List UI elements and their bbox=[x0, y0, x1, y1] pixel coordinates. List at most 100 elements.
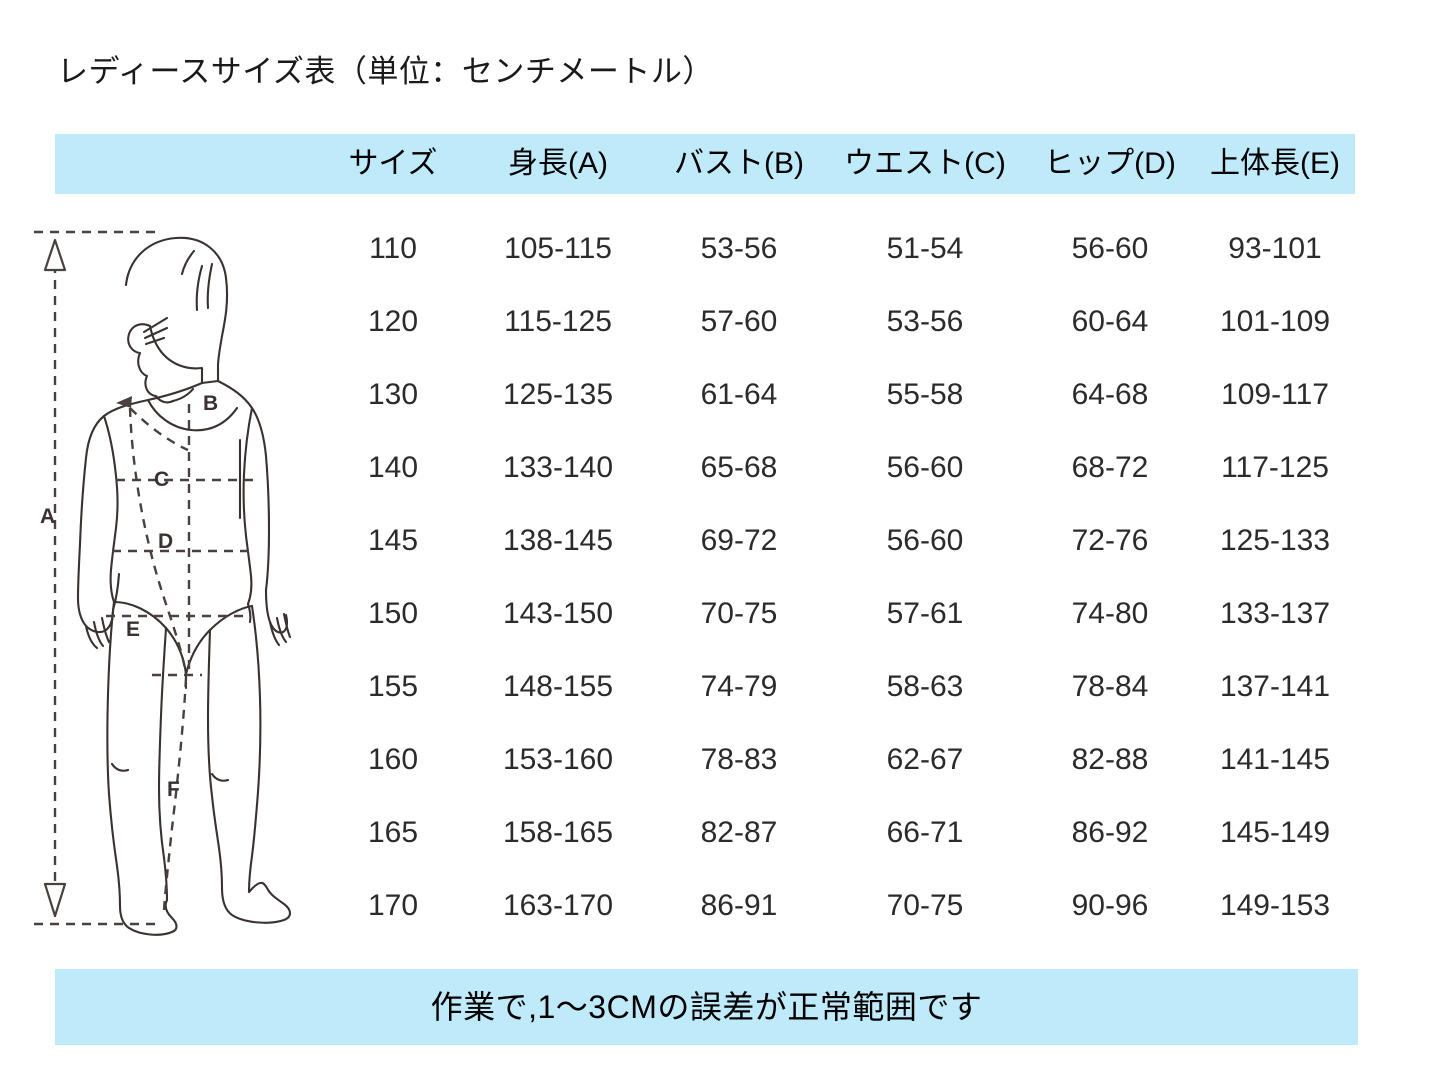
column-header-torso: 上体長(E) bbox=[1210, 147, 1340, 180]
cell-height: 133-140 bbox=[502, 450, 614, 484]
cell-torso: 145-149 bbox=[1219, 815, 1331, 849]
table-header-band bbox=[55, 134, 1355, 194]
cell-torso: 109-117 bbox=[1221, 377, 1329, 411]
table-row: 170 163-170 86-91 70-75 90-96 149-153 bbox=[55, 869, 1355, 942]
cell-size: 120 bbox=[367, 304, 419, 338]
shoulder-pointer-icon bbox=[116, 396, 132, 408]
cell-height: 105-115 bbox=[504, 231, 612, 265]
cell-torso: 133-137 bbox=[1219, 596, 1331, 630]
cell-height: 115-125 bbox=[504, 304, 612, 338]
cell-height: 125-135 bbox=[502, 377, 614, 411]
cell-size: 160 bbox=[367, 742, 419, 776]
cell-hip: 82-88 bbox=[1071, 742, 1149, 776]
column-header-bust: バスト(B) bbox=[674, 147, 804, 180]
cell-size: 130 bbox=[367, 377, 419, 411]
shoulder-diagonal bbox=[129, 407, 189, 452]
cell-torso: 117-125 bbox=[1221, 450, 1329, 484]
cell-torso: 149-153 bbox=[1219, 888, 1331, 922]
figure-label-b: B bbox=[203, 392, 218, 415]
cell-bust: 70-75 bbox=[700, 596, 778, 630]
cell-waist: 66-71 bbox=[886, 815, 964, 849]
table-row: 145 138-145 69-72 56-60 72-76 125-133 bbox=[55, 504, 1355, 577]
cell-size: 110 bbox=[369, 231, 417, 265]
cell-hip: 68-72 bbox=[1071, 450, 1149, 484]
cell-size: 170 bbox=[367, 888, 419, 922]
cell-size: 165 bbox=[367, 815, 419, 849]
cell-hip: 56-60 bbox=[1071, 231, 1149, 265]
cell-height: 148-155 bbox=[502, 669, 614, 703]
column-header-height: 身長(A) bbox=[508, 147, 608, 180]
cell-torso: 141-145 bbox=[1219, 742, 1331, 776]
cell-hip: 86-92 bbox=[1071, 815, 1149, 849]
torso-length-line-e bbox=[128, 407, 188, 677]
cell-bust: 74-79 bbox=[700, 669, 778, 703]
cell-hip: 74-80 bbox=[1071, 596, 1149, 630]
figure-svg: A B C D E F bbox=[34, 230, 292, 936]
cell-height: 143-150 bbox=[502, 596, 614, 630]
cell-waist: 58-63 bbox=[886, 669, 964, 703]
inseam-line-f bbox=[162, 677, 188, 911]
torso-outline bbox=[76, 379, 292, 650]
cell-bust: 78-83 bbox=[700, 742, 778, 776]
cell-hip: 90-96 bbox=[1071, 888, 1149, 922]
figure-label-c: C bbox=[154, 468, 169, 491]
cell-height: 163-170 bbox=[502, 888, 614, 922]
cell-height: 138-145 bbox=[502, 523, 614, 557]
cell-height: 153-160 bbox=[502, 742, 614, 776]
cell-torso: 101-109 bbox=[1219, 304, 1331, 338]
arrow-down-icon bbox=[43, 882, 67, 918]
cell-bust: 61-64 bbox=[700, 377, 778, 411]
figure-label-a: A bbox=[40, 505, 55, 528]
cell-bust: 86-91 bbox=[700, 888, 778, 922]
table-row: 130 125-135 61-64 55-58 64-68 109-117 bbox=[55, 358, 1355, 431]
column-header-waist: ウエスト(C) bbox=[844, 147, 1006, 180]
cell-size: 145 bbox=[367, 523, 419, 557]
cell-size: 155 bbox=[367, 669, 419, 703]
cell-waist: 56-60 bbox=[886, 450, 964, 484]
table-row: 120 115-125 57-60 53-56 60-64 101-109 bbox=[55, 285, 1355, 358]
figure-label-f: F bbox=[167, 778, 180, 801]
cell-waist: 55-58 bbox=[886, 377, 964, 411]
table-row: 160 153-160 78-83 62-67 82-88 141-145 bbox=[55, 723, 1355, 796]
cell-hip: 64-68 bbox=[1071, 377, 1149, 411]
cell-bust: 57-60 bbox=[700, 304, 778, 338]
figure-label-d: D bbox=[158, 530, 173, 553]
cell-waist: 56-60 bbox=[886, 523, 964, 557]
head-outline bbox=[124, 236, 229, 404]
table-row: 155 148-155 74-79 58-63 78-84 137-141 bbox=[55, 650, 1355, 723]
cell-hip: 78-84 bbox=[1071, 669, 1149, 703]
footer-note-band: 作業で,1～3CMの誤差が正常範囲です bbox=[55, 969, 1358, 1045]
cell-bust: 65-68 bbox=[700, 450, 778, 484]
cell-bust: 69-72 bbox=[700, 523, 778, 557]
column-header-hip: ヒップ(D) bbox=[1044, 147, 1176, 180]
size-table-body: 110 105-115 53-56 51-54 56-60 93-101 120… bbox=[55, 212, 1355, 954]
measurement-lines bbox=[34, 230, 256, 926]
table-row: 140 133-140 65-68 56-60 68-72 117-125 bbox=[55, 431, 1355, 504]
column-header-size: サイズ bbox=[348, 147, 438, 180]
table-row: 165 158-165 82-87 66-71 86-92 145-149 bbox=[55, 796, 1355, 869]
arrow-up-icon bbox=[43, 238, 67, 272]
legs-outline bbox=[106, 600, 292, 936]
cell-waist: 70-75 bbox=[886, 888, 964, 922]
table-row: 150 143-150 70-75 57-61 74-80 133-137 bbox=[55, 577, 1355, 650]
table-row: 110 105-115 53-56 51-54 56-60 93-101 bbox=[55, 212, 1355, 285]
cell-size: 140 bbox=[367, 450, 419, 484]
table-header-row: サイズ 身長(A) バスト(B) ウエスト(C) ヒップ(D) 上体長(E) bbox=[55, 134, 1355, 194]
cell-waist: 53-56 bbox=[886, 304, 964, 338]
cell-bust: 82-87 bbox=[700, 815, 778, 849]
cell-hip: 60-64 bbox=[1071, 304, 1149, 338]
garment-outline bbox=[112, 398, 254, 690]
cell-waist: 57-61 bbox=[886, 596, 964, 630]
cell-torso: 137-141 bbox=[1219, 669, 1331, 703]
measurement-figure: A B C D E F bbox=[26, 218, 302, 950]
figure-label-e: E bbox=[126, 618, 140, 641]
cell-waist: 62-67 bbox=[886, 742, 964, 776]
cell-size: 150 bbox=[367, 596, 419, 630]
cell-height: 158-165 bbox=[502, 815, 614, 849]
cell-bust: 53-56 bbox=[700, 231, 778, 265]
cell-waist: 51-54 bbox=[886, 231, 964, 265]
cell-hip: 72-76 bbox=[1071, 523, 1149, 557]
cell-torso: 125-133 bbox=[1219, 523, 1331, 557]
page-title: レディースサイズ表（単位：センチメートル） bbox=[57, 54, 714, 89]
footer-note-text: 作業で,1～3CMの誤差が正常範囲です bbox=[430, 989, 983, 1025]
